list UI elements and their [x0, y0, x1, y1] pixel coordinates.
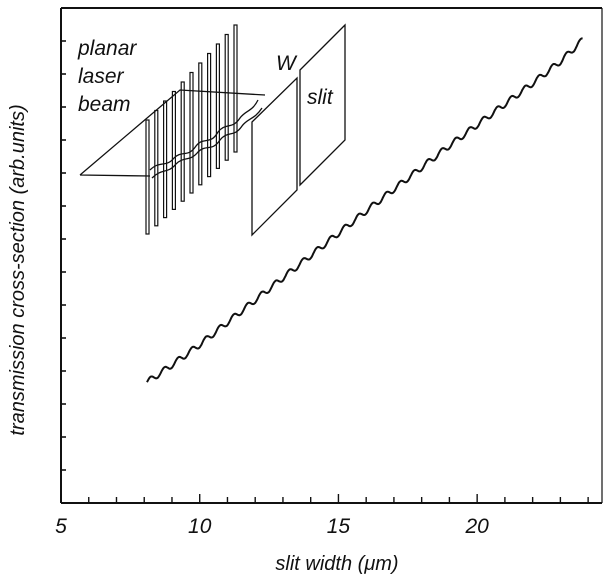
x-tick-label: 10: [188, 515, 212, 538]
inset-label-planar: planar: [77, 37, 137, 60]
inset-label-laser: laser: [78, 65, 125, 88]
x-axis-label: slit width (μm): [275, 553, 398, 575]
beam-wave-trace: [149, 99, 259, 171]
fringe-line: [189, 71, 194, 194]
inset-label-w: W: [276, 52, 298, 75]
inset-label-slit: slit: [307, 86, 334, 109]
y-axis-label: transmission cross-section (arb.units): [7, 104, 29, 435]
x-tick-label: 20: [464, 515, 489, 538]
fringe-line: [198, 62, 203, 186]
fringe-line: [163, 100, 168, 219]
x-tick-label: 5: [55, 515, 67, 538]
x-tick-label: 15: [327, 515, 351, 538]
x-axis-tick-labels: 5 10 15 20: [55, 515, 489, 538]
beam-wave-trace-2: [151, 107, 263, 179]
slit-plate-left: [251, 76, 298, 237]
fringe-line: [171, 90, 176, 211]
fringe-line: [180, 81, 185, 202]
fringe-line: [233, 24, 238, 153]
plot-frame: [60, 7, 603, 504]
y-axis-ticks: [61, 40, 66, 471]
beam-fringe-lines: [145, 24, 238, 235]
inset-label-beam: beam: [78, 93, 131, 116]
series-line: [146, 37, 583, 383]
inset-schematic: [79, 23, 346, 237]
fringe-line: [145, 119, 150, 235]
fringe-line: [224, 33, 229, 161]
slit-plate-right: [299, 23, 346, 187]
fringe-line: [215, 43, 220, 170]
x-axis-ticks: [60, 494, 589, 503]
fringe-line: [154, 109, 159, 227]
fringe-line: [207, 52, 212, 178]
